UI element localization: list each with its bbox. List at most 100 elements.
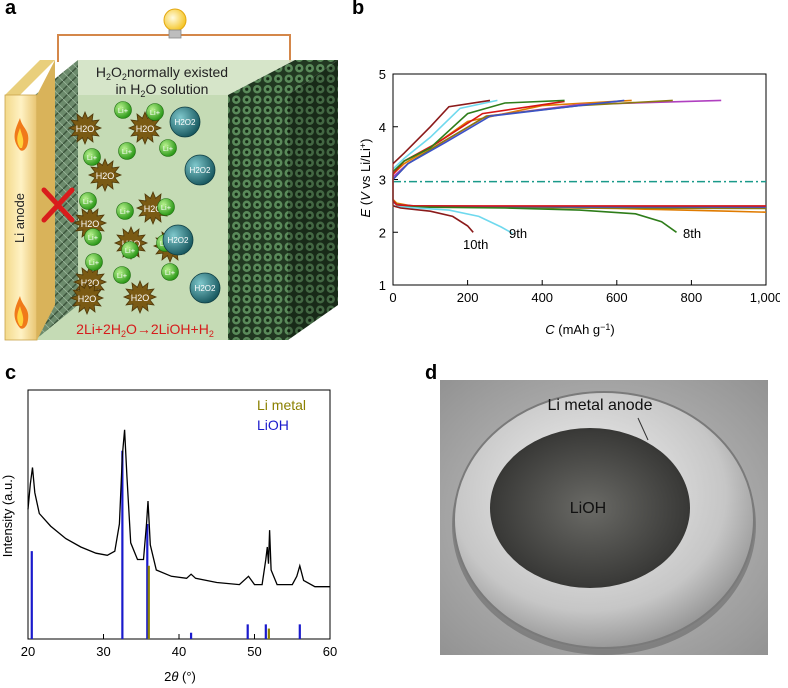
x-tick-label: 600 bbox=[606, 290, 628, 305]
li-ion: Li+ bbox=[157, 198, 175, 216]
legend-lioh: LiOH bbox=[257, 417, 289, 433]
panel-a-schematic: Li anode H2O2normally existed in H2O sol… bbox=[4, 8, 338, 341]
li-ion: Li+ bbox=[161, 263, 179, 281]
y-axis-label: Intensity (a.u.) bbox=[0, 475, 15, 557]
x-tick-label: 400 bbox=[531, 290, 553, 305]
charge-curve-10th bbox=[392, 99, 491, 165]
water-molecule: H2O bbox=[87, 157, 123, 193]
y-tick-label: 3 bbox=[379, 173, 386, 188]
svg-text:H2O2: H2O2 bbox=[195, 284, 216, 293]
anode-label: Li anode bbox=[12, 193, 27, 243]
svg-text:H2O: H2O bbox=[136, 124, 155, 134]
li-ion: Li+ bbox=[114, 101, 132, 119]
y-tick-label: 5 bbox=[379, 67, 386, 82]
li-ion: Li+ bbox=[159, 139, 177, 157]
charge-curve-8th bbox=[392, 99, 565, 173]
water-molecule: H2O bbox=[135, 190, 171, 226]
svg-text:H2O: H2O bbox=[78, 294, 97, 304]
cycle-label-8th: 8th bbox=[683, 226, 701, 241]
svg-text:Li+: Li+ bbox=[122, 147, 133, 156]
svg-text:H2O: H2O bbox=[76, 124, 95, 134]
species-layer: H2OH2OH2OH2OH2OH2OH2OH2OH2OH2OLi+Li+Li+L… bbox=[67, 101, 221, 316]
peroxide-molecule: H2O2 bbox=[162, 224, 194, 256]
svg-text:H2O: H2O bbox=[144, 204, 163, 214]
svg-text:H2O: H2O bbox=[131, 293, 150, 303]
cycle-label-9th: 9th bbox=[509, 226, 527, 241]
x-axis-label: C (mAh g−1) bbox=[545, 322, 615, 337]
water-molecule: H2O bbox=[69, 280, 105, 316]
y-axis-label: E (V vs Li/Li+) bbox=[360, 139, 373, 218]
label-li-metal-anode: Li metal anode bbox=[548, 397, 653, 414]
svg-text:Li+: Li+ bbox=[83, 197, 94, 206]
x-axis-label: 2θ (°) bbox=[164, 669, 196, 684]
svg-text:Li+: Li+ bbox=[117, 271, 128, 280]
x-tick-label: 800 bbox=[681, 290, 703, 305]
svg-text:H2O: H2O bbox=[81, 219, 100, 229]
panel-letter-d: d bbox=[425, 362, 438, 384]
li-ion: Li+ bbox=[85, 253, 103, 271]
schematic-header-line1: H2O2normally existed bbox=[96, 64, 228, 82]
panel-letter-a: a bbox=[5, 0, 17, 19]
charge-curve-cycle-1 bbox=[392, 99, 632, 175]
svg-text:Li+: Li+ bbox=[87, 153, 98, 162]
li-ion: Li+ bbox=[121, 241, 139, 259]
charge-curve-cycle-3 bbox=[392, 99, 673, 181]
water-molecule: H2O bbox=[122, 279, 158, 315]
discharge-curve-cycle-5 bbox=[392, 200, 766, 207]
li-ion: Li+ bbox=[118, 142, 136, 160]
discharge-curve-9th bbox=[392, 205, 513, 234]
x-tick-label: 0 bbox=[389, 290, 396, 305]
reaction-equation: 2Li+2H2O→2LiOH+H2 bbox=[76, 321, 214, 339]
svg-text:Li+: Li+ bbox=[150, 108, 161, 117]
svg-text:Li+: Li+ bbox=[120, 207, 131, 216]
legend-li-metal: Li metal bbox=[257, 397, 306, 413]
cycle-label-10th: 10th bbox=[463, 237, 488, 252]
charge-curve-9th bbox=[392, 99, 498, 170]
svg-text:H2O: H2O bbox=[81, 278, 100, 288]
peroxide-molecule: H2O2 bbox=[184, 154, 216, 186]
x-tick-label: 50 bbox=[247, 644, 261, 659]
li-ion: Li+ bbox=[146, 103, 164, 121]
svg-text:H2O2: H2O2 bbox=[175, 118, 196, 127]
li-ion: Li+ bbox=[113, 266, 131, 284]
svg-text:Li+: Li+ bbox=[165, 268, 176, 277]
panel-letter-c: c bbox=[5, 362, 17, 384]
x-tick-label: 30 bbox=[96, 644, 110, 659]
label-lioh: LiOH bbox=[570, 500, 606, 517]
li-ion: Li+ bbox=[83, 148, 101, 166]
panel-letter-b: b bbox=[352, 0, 365, 19]
light-bulb-icon bbox=[163, 8, 187, 39]
xrd-pattern bbox=[27, 429, 330, 588]
svg-text:Li+: Li+ bbox=[118, 106, 129, 115]
panel-d-photo: Li metal anode LiOH bbox=[440, 380, 768, 655]
peroxide-molecule: H2O2 bbox=[169, 106, 201, 138]
y-tick-label: 1 bbox=[379, 278, 386, 293]
x-tick-label: 60 bbox=[323, 644, 337, 659]
svg-text:Li+: Li+ bbox=[163, 144, 174, 153]
svg-text:H2O: H2O bbox=[96, 171, 115, 181]
y-tick-label: 2 bbox=[379, 225, 386, 240]
water-molecule: H2O bbox=[67, 110, 103, 146]
x-tick-label: 40 bbox=[172, 644, 186, 659]
svg-text:H2O2: H2O2 bbox=[190, 166, 211, 175]
x-tick-label: 200 bbox=[457, 290, 479, 305]
peroxide-molecule: H2O2 bbox=[189, 272, 221, 304]
svg-text:Li+: Li+ bbox=[88, 233, 99, 242]
flame-icon bbox=[14, 296, 29, 329]
flame-icon bbox=[14, 118, 29, 151]
y-tick-label: 4 bbox=[379, 120, 386, 135]
li-ion: Li+ bbox=[84, 228, 102, 246]
panel-c-xrd-chart: 20 30 40 50 60 Intensity (a.u.) 2θ (°) Li me… bbox=[0, 389, 337, 684]
schematic-header-line2: in H2O solution bbox=[116, 81, 209, 99]
svg-text:H2O2: H2O2 bbox=[168, 236, 189, 245]
x-tick-label: 20 bbox=[21, 644, 35, 659]
svg-text:Li+: Li+ bbox=[89, 258, 100, 267]
x-tick-label: 1,000 bbox=[750, 290, 780, 305]
svg-text:Li+: Li+ bbox=[125, 246, 136, 255]
li-ion: Li+ bbox=[79, 192, 97, 210]
blocked-x-icon bbox=[41, 187, 75, 223]
charge-curve-cycle-4 bbox=[392, 99, 625, 181]
li-ion: Li+ bbox=[116, 202, 134, 220]
discharge-curve-10th bbox=[392, 205, 474, 233]
lioh-layer bbox=[490, 428, 690, 588]
